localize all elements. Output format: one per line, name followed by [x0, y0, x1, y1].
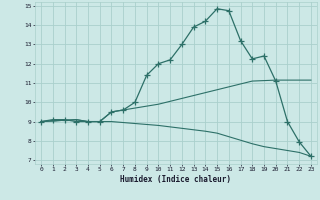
X-axis label: Humidex (Indice chaleur): Humidex (Indice chaleur)	[121, 175, 231, 184]
